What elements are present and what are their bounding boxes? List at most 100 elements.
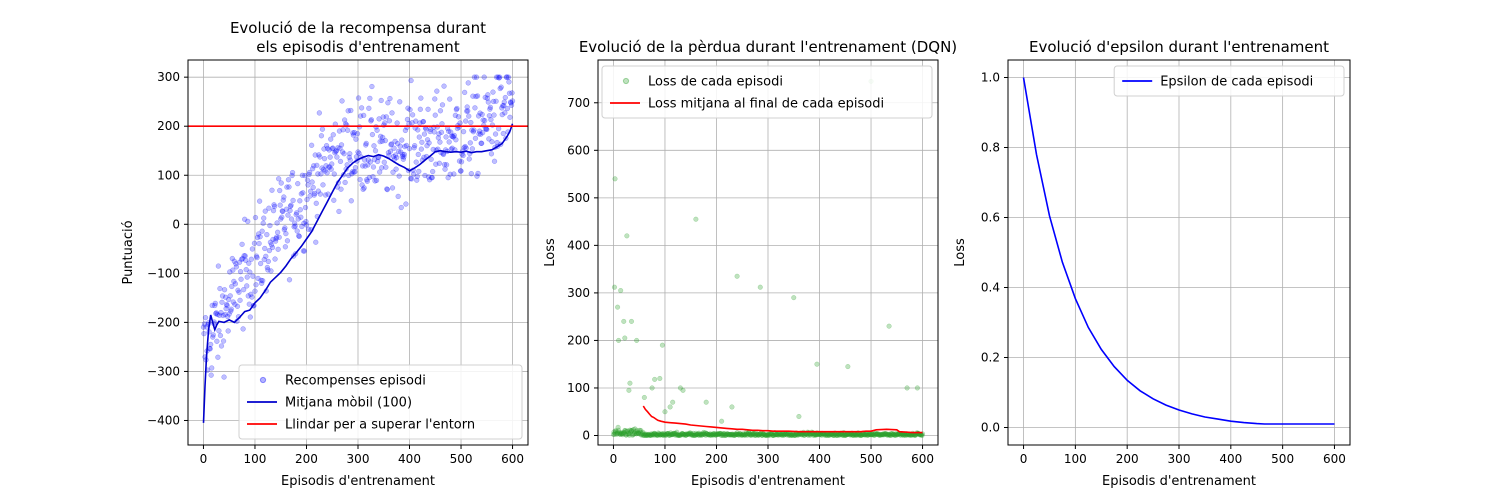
data-point [879,431,885,437]
data-point [398,204,404,211]
data-point [356,150,362,156]
grid-lines [1008,60,1350,445]
data-point [485,99,491,105]
data-point [889,432,895,438]
data-point [319,126,326,132]
data-point [722,432,728,439]
data-point [379,165,385,171]
data-point [359,182,365,188]
data-point [698,431,704,437]
series-line-2 [642,405,923,434]
data-point [819,432,825,438]
data-point [352,169,358,175]
data-point [686,431,692,437]
data-point [889,431,895,437]
data-point [247,269,253,275]
data-point [791,295,797,301]
data-point [501,99,507,105]
x-tick-label: 100 [244,452,267,466]
data-point [438,129,445,135]
data-point [887,432,893,438]
data-point [755,432,761,438]
data-point [300,190,306,196]
data-point [703,430,709,436]
data-point [488,151,495,157]
data-point [644,432,651,438]
x-tick-label: 100 [1064,452,1087,466]
data-point [449,133,455,139]
series-line-2 [202,123,514,423]
data-point [241,253,247,259]
data-point [812,432,818,438]
data-point [693,432,699,438]
data-point [410,171,417,177]
data-point [507,99,514,105]
data-point [455,114,462,120]
data-point [630,426,637,433]
data-point [336,128,343,134]
data-point [300,248,307,254]
data-point [456,158,463,164]
data-point [788,432,794,438]
data-point [738,431,744,437]
data-point [697,432,704,438]
data-point [359,163,366,169]
data-point [308,142,315,148]
data-point [401,154,407,160]
data-point [807,432,813,438]
data-point [754,431,760,438]
data-point [742,432,748,438]
data-point [386,118,393,124]
data-point [285,212,291,218]
data-point [765,432,772,438]
data-point [238,256,245,262]
y-tick-label: 600 [567,143,590,157]
data-point [834,432,841,439]
data-point [429,174,435,181]
data-point [269,244,276,251]
data-point [628,428,634,434]
data-point [468,119,474,126]
data-point [361,112,367,119]
data-point [346,154,352,160]
data-point [369,131,376,138]
x-tick-label: 300 [757,452,780,466]
data-point [414,177,420,183]
data-point [209,302,215,309]
data-point [252,214,259,221]
data-point [272,238,279,244]
data-point [666,430,672,436]
data-point [310,184,316,191]
data-point [484,95,490,101]
data-point [322,168,328,174]
data-point [468,171,474,177]
data-point [638,432,644,438]
data-point [405,105,411,111]
y-tick-label: 0.2 [981,351,1000,365]
data-point [235,287,241,293]
data-point [370,164,377,170]
y-tick-label: 500 [567,191,590,205]
data-point [439,102,446,108]
data-point [220,312,226,319]
data-point [219,293,226,299]
data-point [802,432,808,438]
data-point [751,431,757,437]
data-point [508,100,514,106]
data-point [382,137,388,144]
data-point [283,230,289,237]
data-point [229,255,235,262]
data-point [694,431,700,437]
data-point [886,431,892,437]
data-point [757,431,763,437]
data-point [323,163,329,169]
data-point [684,431,690,437]
data-point [648,432,654,438]
data-point [882,431,889,437]
data-point [307,188,314,194]
data-point [485,92,491,98]
data-point [735,431,741,437]
data-point [465,108,471,114]
x-tick-label: 400 [398,452,421,466]
y-tick-label: 0 [172,217,180,231]
